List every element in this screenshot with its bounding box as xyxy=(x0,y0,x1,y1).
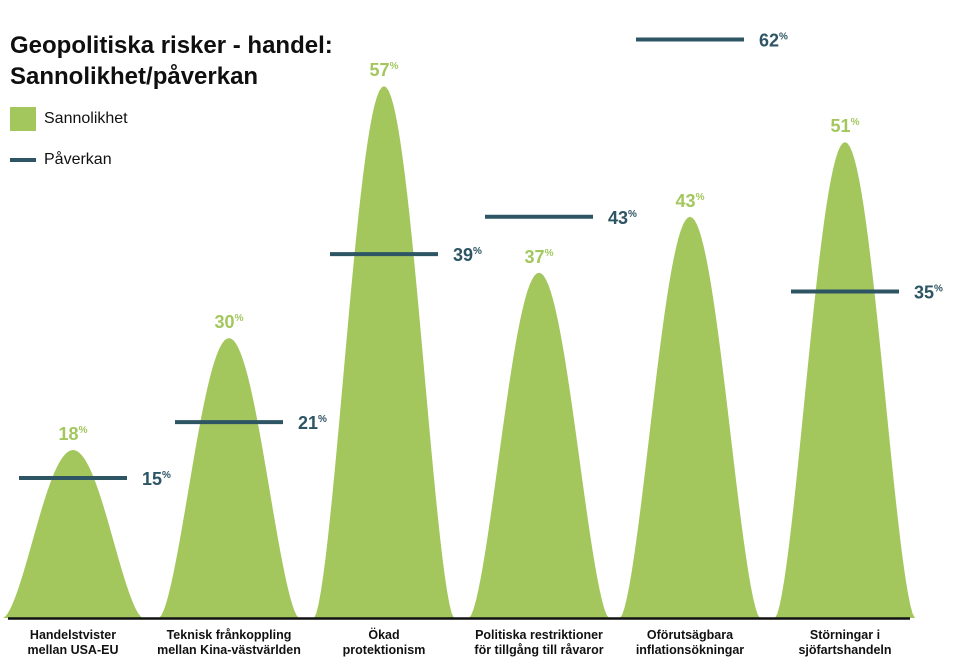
paverkan-value-6: 35% xyxy=(914,282,943,302)
category-label-2-line-2: mellan Kina-västvärlden xyxy=(157,643,301,657)
category-label-1: Handelstvister mellan USA-EU xyxy=(0,628,158,658)
sannolikhet-bar-3 xyxy=(314,86,454,618)
category-label-3-line-2: protektionism xyxy=(342,643,426,657)
category-label-5: Oförutsägbara inflationsökningar xyxy=(605,628,775,658)
category-label-1-line-2: mellan USA-EU xyxy=(27,643,119,657)
paverkan-value-1: 15% xyxy=(142,469,171,489)
legend-label-paverkan: Påverkan xyxy=(44,151,112,168)
category-label-1-line-1: Handelstvister xyxy=(29,628,117,642)
paverkan-value-4: 43% xyxy=(608,208,637,228)
sannolikhet-bar-1 xyxy=(3,450,143,618)
category-label-6-line-1: Störningar i xyxy=(809,628,881,642)
category-label-3-line-1: Ökad xyxy=(368,628,400,642)
paverkan-value-2: 21% xyxy=(298,413,327,433)
chart-title-line-1: Geopolitiska risker - handel: xyxy=(10,32,333,59)
sannolikhet-value-1: 18% xyxy=(59,424,88,444)
legend-item-sannolikhet: Sannolikhet xyxy=(10,107,128,131)
paverkan-value-5: 62% xyxy=(759,31,788,51)
category-label-6-line-2: sjöfartshandeln xyxy=(798,643,892,657)
paverkan-value-3: 39% xyxy=(453,245,482,265)
chart-title: Geopolitiska risker - handel: Sannolikhe… xyxy=(10,30,350,92)
category-label-5-line-1: Oförutsägbara xyxy=(646,628,734,642)
sannolikhet-bar-4 xyxy=(469,272,609,618)
category-label-4-line-2: för tillgång till råvaror xyxy=(474,643,604,657)
sannolikhet-value-3: 57% xyxy=(370,60,399,80)
legend-label-sannolikhet: Sannolikhet xyxy=(44,110,128,127)
sannolikhet-bar-5 xyxy=(620,216,760,618)
legend-swatch-paverkan xyxy=(10,158,36,162)
category-label-4-line-1: Politiska restriktioner xyxy=(475,628,603,642)
sannolikhet-bar-2 xyxy=(159,338,299,618)
category-label-2: Teknisk frånkoppling mellan Kina-västvärl… xyxy=(144,628,314,658)
category-label-3: Ökad protektionism xyxy=(299,628,469,658)
sannolikhet-value-6: 51% xyxy=(831,116,860,136)
sannolikhet-value-2: 30% xyxy=(215,312,244,332)
category-label-4: Politiska restriktioner för tillgång till… xyxy=(454,628,624,658)
sannolikhet-value-5: 43% xyxy=(676,191,705,211)
category-label-2-line-1: Teknisk frånkoppling xyxy=(166,628,292,642)
sannolikhet-bar-6 xyxy=(775,142,915,619)
chart-title-line-2: Sannolikhet/påverkan xyxy=(10,63,259,90)
sannolikhet-value-4: 37% xyxy=(525,247,554,267)
category-label-5-line-2: inflationsökningar xyxy=(635,643,745,657)
category-label-6: Störningar i sjöfartshandeln xyxy=(760,628,930,658)
legend-swatch-sannolikhet xyxy=(10,107,36,131)
legend-item-paverkan: Påverkan xyxy=(10,148,112,172)
